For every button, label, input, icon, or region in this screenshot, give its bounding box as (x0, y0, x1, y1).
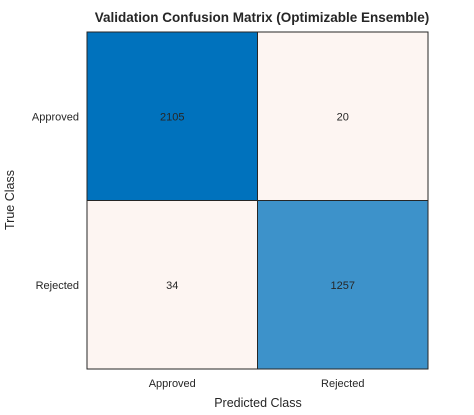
col-tick-label: Approved (149, 378, 196, 390)
matrix-cell-r1-c1 (257, 200, 428, 369)
x-axis-label: Predicted Class (214, 396, 302, 410)
cell-value-r1-c0: 34 (166, 280, 178, 292)
cell-value-r0-c0: 2105 (160, 111, 184, 123)
col-tick-labels: Approved Rejected (149, 378, 365, 390)
matrix-cell-r0-c0 (87, 32, 258, 201)
row-tick-label: Rejected (36, 280, 79, 292)
matrix-cell-r1-c0 (87, 200, 258, 369)
matrix-cells (86, 31, 429, 370)
chart-title: Validation Confusion Matrix (Optimizable… (95, 10, 430, 25)
matrix-cell-labels: 2105 20 34 1257 (160, 111, 355, 292)
cell-value-r0-c1: 20 (337, 111, 349, 123)
cell-value-r1-c1: 1257 (331, 280, 355, 292)
row-tick-label: Approved (32, 111, 79, 123)
row-tick-labels: Approved Rejected (32, 111, 79, 292)
matrix-cell-r0-c1 (257, 32, 428, 201)
matrix-frame (86, 31, 429, 370)
y-axis-label: True Class (3, 170, 17, 230)
col-tick-label: Rejected (321, 378, 364, 390)
